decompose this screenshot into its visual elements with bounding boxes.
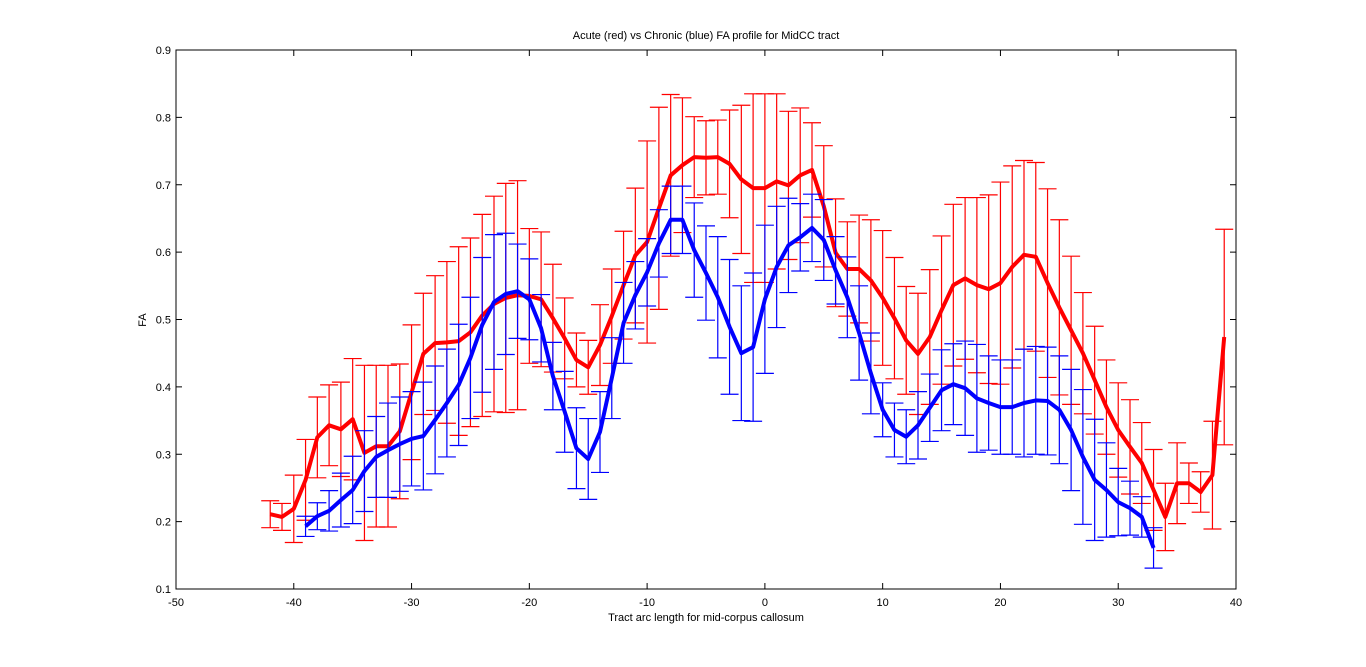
chart-title: Acute (red) vs Chronic (blue) FA profile… (573, 30, 840, 42)
x-tick-label: 10 (877, 597, 889, 609)
x-tick-label: -20 (521, 597, 537, 609)
y-tick-label: 0.4 (156, 382, 171, 394)
x-tick-label: 0 (762, 597, 768, 609)
x-axis-label: Tract arc length for mid-corpus callosum (608, 612, 804, 624)
x-tick-label: -50 (168, 597, 184, 609)
y-tick-label: 0.8 (156, 112, 171, 124)
y-tick-label: 0.5 (156, 315, 171, 327)
x-tick-label: -10 (639, 597, 655, 609)
y-tick-label: 0.6 (156, 247, 171, 259)
x-tick-label: 40 (1230, 597, 1242, 609)
x-tick-label: -40 (286, 597, 302, 609)
y-tick-label: 0.9 (156, 45, 171, 57)
y-axis-label: FA (137, 313, 149, 327)
y-tick-label: 0.7 (156, 180, 171, 192)
x-tick-label: 30 (1112, 597, 1124, 609)
y-tick-label: 0.1 (156, 584, 171, 596)
y-tick-label: 0.3 (156, 449, 171, 461)
x-tick-label: -30 (404, 597, 420, 609)
x-tick-label: 20 (994, 597, 1006, 609)
y-tick-label: 0.2 (156, 517, 171, 529)
